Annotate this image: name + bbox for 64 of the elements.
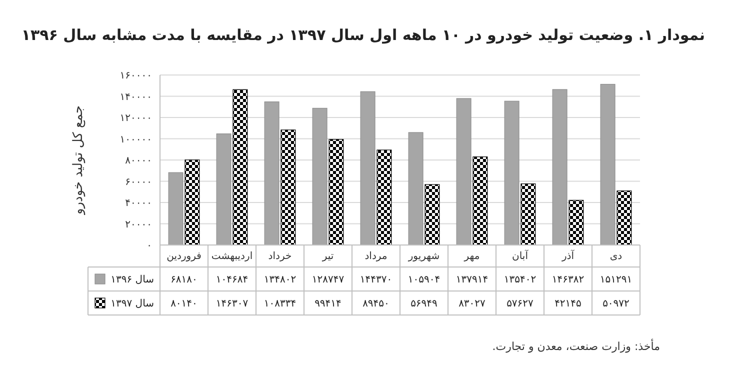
bar [328, 139, 344, 246]
data-label: ۴۲۱۴۵ [554, 298, 582, 310]
x-tick-label: اردیبهشت [211, 251, 253, 262]
bar [552, 89, 568, 246]
bar [408, 132, 424, 246]
x-tick-label: مرداد [364, 251, 388, 262]
text: مأخذ: وزارت صنعت، معدن و تجارت. [492, 338, 660, 353]
data-label: ۸۹۴۵۰ [362, 298, 390, 310]
data-label: ۱۳۷۹۱۴ [456, 274, 488, 286]
data-label: ۱۴۶۳۸۲ [552, 274, 584, 286]
y-tick-label: ۴۰۰۰۰ [125, 198, 152, 209]
y-tick-label: ۱۰۰۰۰۰ [120, 134, 152, 146]
bar [376, 150, 392, 246]
y-tick-label: ۶۰۰۰۰ [125, 176, 152, 188]
y-tick-label: ۲۰۰۰۰ [125, 219, 152, 230]
bar [264, 101, 280, 246]
legend-label: سال ۱۳۹۷ [110, 298, 154, 310]
y-tick-label: ۱۴۰۰۰۰ [120, 92, 152, 103]
bar [232, 89, 248, 246]
data-label: ۱۳۵۴۰۲ [504, 274, 536, 286]
data-label: ۱۵۱۲۹۱ [600, 274, 632, 286]
x-tick-label: فروردین [166, 251, 202, 262]
bar [424, 184, 440, 246]
data-label: ۹۹۴۱۴ [314, 298, 342, 310]
bar [520, 183, 536, 246]
bar [472, 156, 488, 246]
data-label: ۱۳۴۸۰۲ [264, 274, 296, 286]
bar [456, 98, 472, 246]
data-label: ۱۰۸۳۳۴ [264, 298, 296, 310]
y-tick-label: ۰ [146, 240, 152, 252]
data-label: ۵۰۹۷۲ [602, 298, 630, 310]
chart-title: نمودار ۱. وضعیت تولید خودرو در ۱۰ ماهه اول سال ۱۳۹۷ در مقایسه با مدت مشابه سال ۱۳۹۶ [21, 26, 705, 44]
data-label: ۱۴۶۳۰۷ [216, 298, 249, 310]
data-label: ۱۰۵۹۰۴ [408, 274, 440, 286]
x-tick-label: مهر [463, 251, 480, 262]
data-label: ۱۰۴۶۸۴ [216, 274, 248, 286]
y-tick-label: ۱۲۰۰۰۰ [120, 113, 152, 124]
y-tick-label: ۱۶۰۰۰۰ [120, 70, 152, 82]
legend-label: سال ۱۳۹۶ [110, 274, 154, 286]
x-tick-label: آبان [512, 249, 530, 262]
bar [184, 160, 200, 246]
x-tick-label: شهریور [407, 251, 440, 262]
data-label: ۱۴۴۳۷۰ [360, 274, 392, 286]
x-tick-label: دی [610, 251, 622, 262]
y-tick-label: ۸۰۰۰۰ [125, 156, 152, 166]
y-axis-title: جمع کل تولید خودرو [71, 105, 86, 216]
bar [360, 91, 376, 246]
data-label: ۸۰۱۴۰ [170, 298, 198, 310]
bar [600, 84, 616, 246]
bar [616, 190, 632, 246]
bar [216, 133, 232, 246]
data-label: ۸۳۰۲۷ [458, 298, 486, 310]
bar [568, 200, 584, 246]
data-label: ۵۶۹۴۹ [410, 298, 438, 310]
bar [168, 172, 184, 246]
x-tick-label: آذر [560, 249, 576, 262]
bar [280, 130, 296, 246]
data-label: ۶۸۱۸۰ [170, 274, 198, 286]
bar [312, 108, 328, 246]
x-tick-label: خرداد [268, 251, 292, 262]
data-label: ۵۷۶۲۷ [506, 298, 534, 310]
x-tick-label: تیر [321, 251, 334, 262]
data-label: ۱۲۸۷۴۷ [312, 274, 345, 286]
bar [504, 100, 520, 246]
